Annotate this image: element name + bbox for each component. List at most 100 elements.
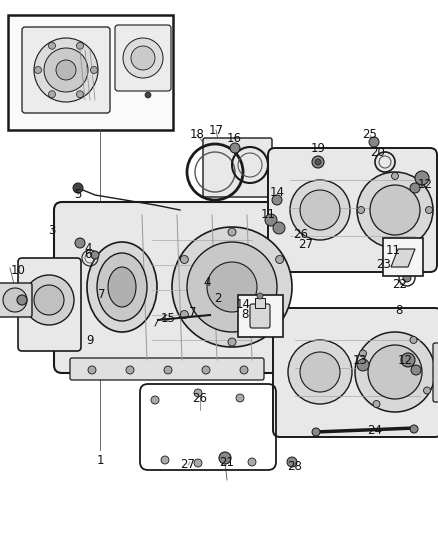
Circle shape [227,228,236,236]
FancyBboxPatch shape [54,202,279,373]
Text: 8: 8 [394,303,402,317]
Circle shape [272,222,284,234]
Circle shape [275,311,283,319]
Bar [8,15,173,130]
Circle shape [126,366,134,374]
Circle shape [354,332,434,412]
Circle shape [219,452,230,464]
Circle shape [56,60,76,80]
Circle shape [88,366,96,374]
Text: 11: 11 [260,208,275,222]
Circle shape [299,352,339,392]
Text: 1: 1 [96,454,103,466]
Circle shape [290,180,349,240]
Circle shape [356,359,368,371]
Circle shape [230,143,240,153]
Text: 8: 8 [241,309,248,321]
FancyBboxPatch shape [0,283,32,317]
Circle shape [265,214,276,226]
Text: 3: 3 [48,223,56,237]
Text: 12: 12 [417,179,431,191]
Circle shape [91,251,99,259]
Circle shape [391,173,398,180]
Circle shape [299,190,339,230]
Circle shape [409,183,419,193]
Circle shape [194,389,201,397]
Polygon shape [390,249,414,267]
Circle shape [414,171,428,185]
Circle shape [424,206,431,214]
Text: 22: 22 [392,279,406,292]
Circle shape [34,285,64,315]
Circle shape [187,242,276,332]
Text: 19: 19 [310,141,325,155]
Circle shape [17,295,27,305]
Circle shape [73,183,83,193]
Ellipse shape [87,242,157,332]
Text: 2: 2 [214,292,221,304]
Text: 24: 24 [367,424,381,437]
Text: 26: 26 [192,392,207,405]
FancyBboxPatch shape [70,358,263,380]
Text: 20: 20 [370,147,385,159]
Circle shape [272,195,281,205]
Circle shape [311,428,319,436]
Text: 25: 25 [362,128,377,141]
FancyBboxPatch shape [22,27,110,113]
Text: 28: 28 [287,461,302,473]
Text: 15: 15 [160,311,175,325]
Text: 14: 14 [269,187,284,199]
Circle shape [409,336,416,343]
Ellipse shape [97,253,147,321]
Circle shape [35,67,42,74]
Circle shape [356,172,432,248]
Circle shape [367,345,421,399]
Text: 11: 11 [385,244,399,256]
Circle shape [194,459,201,467]
Circle shape [240,366,247,374]
Circle shape [48,91,55,98]
Text: 23: 23 [376,259,391,271]
Text: 17: 17 [208,124,223,136]
Text: 7: 7 [189,306,196,319]
Circle shape [180,255,188,263]
Circle shape [247,458,255,466]
Text: 6: 6 [84,248,92,262]
Circle shape [368,137,378,147]
Circle shape [207,262,256,312]
Circle shape [48,42,55,49]
Text: 27: 27 [180,458,195,472]
Circle shape [410,365,420,375]
Circle shape [227,338,236,346]
Circle shape [369,185,419,235]
Text: 7: 7 [98,288,106,302]
Circle shape [409,425,417,433]
Text: 18: 18 [189,128,204,141]
Circle shape [402,274,410,282]
Circle shape [161,456,169,464]
Circle shape [3,288,27,312]
Bar [254,298,265,308]
Circle shape [256,293,262,299]
Text: 16: 16 [226,132,241,144]
FancyBboxPatch shape [115,25,171,91]
Bar [237,295,283,337]
Circle shape [286,457,297,467]
Circle shape [311,156,323,168]
Circle shape [145,92,151,98]
FancyBboxPatch shape [249,304,269,328]
FancyBboxPatch shape [18,258,81,351]
Circle shape [76,42,83,49]
Circle shape [75,238,85,248]
Circle shape [24,275,74,325]
Text: 9: 9 [86,334,94,346]
Circle shape [90,67,97,74]
Text: 4: 4 [84,241,92,254]
Text: 5: 5 [74,189,81,201]
Circle shape [34,38,98,102]
Circle shape [76,91,83,98]
Circle shape [151,396,159,404]
Circle shape [287,340,351,404]
Circle shape [357,206,364,214]
Circle shape [372,400,379,408]
